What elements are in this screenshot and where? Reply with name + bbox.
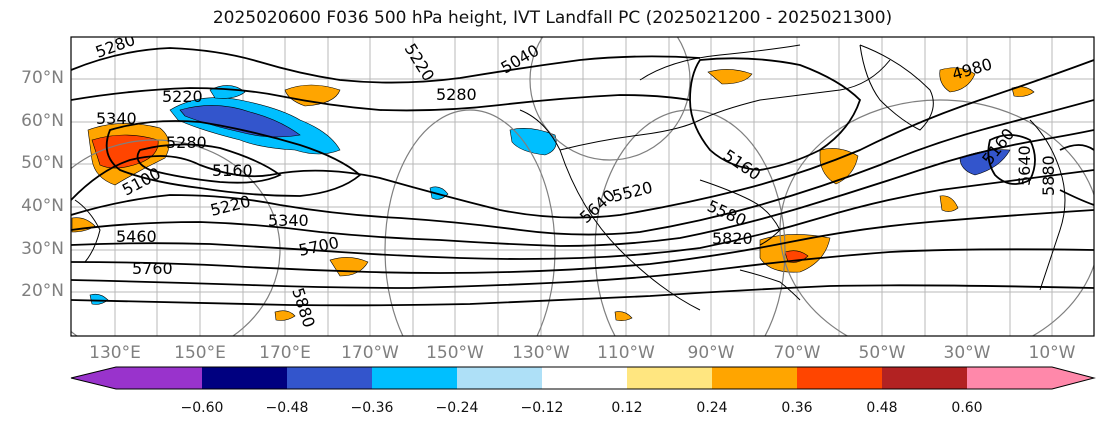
colorbar-tick-label: 0.36 [781,400,813,416]
contour-label: 5220 [162,87,203,106]
lat-label: 50°N [21,153,64,173]
lat-label: 40°N [21,196,64,216]
colorbar-arrow-max [1052,367,1094,389]
lon-label: 90°W [687,343,735,363]
lat-label: 70°N [21,68,64,88]
lon-label: 150°E [174,343,226,363]
colorbar-tick-label: −0.12 [520,400,564,416]
map-frame [70,36,1095,337]
lon-label: 150°W [426,343,484,363]
contour-label: 5460 [116,227,157,246]
colorbar-cell [116,367,202,389]
colorbar-cell [202,367,287,389]
colorbar-cell [797,367,882,389]
colorbar-tick-label: −0.24 [435,400,479,416]
colorbar-cell [967,367,1052,389]
colorbar-arrow-min [71,367,116,389]
colorbar-cell [882,367,967,389]
contour-label: 5640 [1015,145,1034,186]
height-contours [71,47,1094,307]
lon-label: 170°W [341,343,399,363]
contour-label: 5340 [96,109,137,128]
colorbar-tick-label: 0.48 [866,400,898,416]
graticule [71,37,1094,336]
lon-label: 70°W [773,343,821,363]
colorbar-outline [70,366,1096,390]
colorbar-cell [542,367,627,389]
lon-label: 10°W [1028,343,1076,363]
colorbar-tick-label: −0.48 [265,400,309,416]
contour-label: 5280 [166,133,207,152]
colorbar-cell [457,367,542,389]
colorbar-cell [712,367,797,389]
contour-label: 5880 [1039,155,1058,196]
lon-label: 110°W [597,343,655,363]
lon-label: 130°W [512,343,570,363]
colorbar-tick-label: 0.12 [611,400,643,416]
contour-label: 5160 [212,161,253,180]
lon-label: 170°E [259,343,311,363]
lon-label: 50°W [858,343,906,363]
colorbar-tick-label: 0.24 [696,400,728,416]
contour-label: 5280 [436,85,477,104]
lat-label: 60°N [21,111,64,131]
contour-label: 5340 [268,211,309,230]
colorbar-tick-label: −0.36 [350,400,394,416]
colorbar-tick-label: −0.60 [180,400,224,416]
coastlines [74,44,1066,311]
colorbar [70,366,1096,390]
map-title: 2025020600 F036 500 hPa height, IVT Land… [212,8,893,28]
lat-label: 30°N [21,239,64,259]
contour-label: 5760 [132,259,173,278]
lon-label: 130°E [89,343,141,363]
contour-label: 5820 [712,229,753,248]
colorbar-cell [627,367,712,389]
lon-label: 30°W [943,343,991,363]
colorbar-cell [372,367,457,389]
colorbar-cell [287,367,372,389]
lat-label: 20°N [21,281,64,301]
colorbar-tick-label: 0.60 [951,400,983,416]
